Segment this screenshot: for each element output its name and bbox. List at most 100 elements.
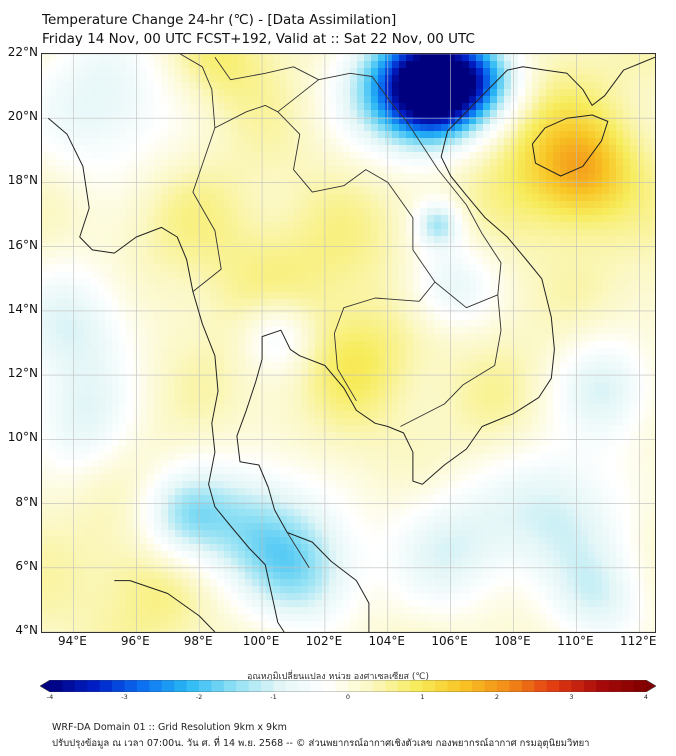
field-cell (224, 222, 232, 230)
field-cell (315, 369, 323, 377)
field-cell (371, 187, 379, 195)
field-cell (245, 334, 253, 342)
field-cell (364, 222, 372, 230)
field-cell (329, 446, 337, 454)
field-cell (133, 145, 141, 153)
field-cell (273, 54, 281, 62)
field-cell (329, 348, 337, 356)
field-cell (581, 334, 589, 342)
field-cell (70, 110, 78, 118)
field-cell (294, 194, 302, 202)
field-cell (497, 439, 505, 447)
field-cell (392, 397, 400, 405)
field-cell (651, 236, 655, 244)
field-cell (581, 208, 589, 216)
field-cell (147, 145, 155, 153)
field-cell (189, 383, 197, 391)
field-cell (231, 439, 239, 447)
field-cell (427, 75, 435, 83)
field-cell (539, 348, 547, 356)
field-cell (609, 208, 617, 216)
field-cell (399, 159, 407, 167)
field-cell (413, 75, 421, 83)
field-cell (469, 68, 477, 76)
field-cell (609, 313, 617, 321)
field-cell (644, 306, 652, 314)
field-cell (427, 229, 435, 237)
field-cell (525, 292, 533, 300)
field-cell (84, 68, 92, 76)
field-cell (539, 341, 547, 349)
field-cell (252, 236, 260, 244)
field-cell (280, 432, 288, 440)
field-cell (616, 89, 624, 97)
field-cell (252, 131, 260, 139)
field-cell (553, 383, 561, 391)
field-cell (350, 61, 358, 69)
field-cell (476, 383, 484, 391)
field-cell (644, 320, 652, 328)
field-cell (434, 75, 442, 83)
field-cell (294, 159, 302, 167)
field-cell (63, 75, 71, 83)
field-cell (476, 264, 484, 272)
field-cell (63, 194, 71, 202)
field-cell (434, 103, 442, 111)
field-cell (553, 306, 561, 314)
field-cell (490, 306, 498, 314)
field-cell (581, 432, 589, 440)
field-cell (581, 264, 589, 272)
field-cell (203, 152, 211, 160)
field-cell (441, 264, 449, 272)
field-cell (189, 194, 197, 202)
field-cell (581, 61, 589, 69)
field-cell (301, 271, 309, 279)
field-cell (196, 432, 204, 440)
field-cell (455, 264, 463, 272)
field-cell (217, 75, 225, 83)
field-cell (427, 355, 435, 363)
field-cell (539, 299, 547, 307)
field-cell (350, 390, 358, 398)
field-cell (294, 334, 302, 342)
field-cell (259, 117, 267, 125)
field-cell (133, 152, 141, 160)
field-cell (294, 348, 302, 356)
field-cell (112, 306, 120, 314)
field-cell (147, 278, 155, 286)
field-cell (49, 180, 57, 188)
field-cell (182, 145, 190, 153)
field-cell (357, 215, 365, 223)
field-cell (595, 82, 603, 90)
field-cell (231, 292, 239, 300)
field-cell (91, 362, 99, 370)
field-cell (343, 166, 351, 174)
field-cell (147, 124, 155, 132)
field-cell (63, 397, 71, 405)
field-cell (385, 320, 393, 328)
field-cell (420, 187, 428, 195)
field-cell (350, 173, 358, 181)
field-cell (588, 299, 596, 307)
field-cell (532, 425, 540, 433)
field-cell (385, 257, 393, 265)
field-cell (266, 215, 274, 223)
field-cell (609, 194, 617, 202)
field-cell (581, 54, 589, 62)
field-cell (259, 264, 267, 272)
field-cell (329, 152, 337, 160)
field-cell (196, 222, 204, 230)
field-cell (112, 54, 120, 62)
field-cell (413, 159, 421, 167)
field-cell (420, 348, 428, 356)
field-cell (84, 271, 92, 279)
field-cell (238, 75, 246, 83)
field-cell (546, 264, 554, 272)
field-cell (42, 173, 50, 181)
field-cell (518, 187, 526, 195)
field-cell (441, 54, 449, 62)
field-cell (371, 362, 379, 370)
field-cell (259, 236, 267, 244)
field-cell (406, 313, 414, 321)
field-cell (511, 306, 519, 314)
